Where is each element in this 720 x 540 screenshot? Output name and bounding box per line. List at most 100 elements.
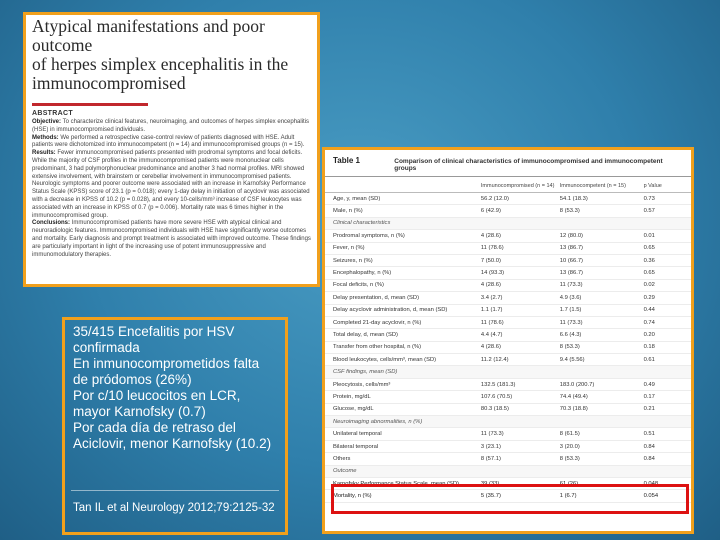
table-body: Age, y, mean (SD) 56.2 (12.0) 54.1 (18.3) 0… [325,193,691,503]
cell-immunocompromised: 107.6 (70.5) [480,393,513,400]
cell-characteristic: Outcome [333,468,357,475]
cell-characteristic: Delay acyclovir administration, d, mean … [333,307,448,314]
cell-characteristic: CSF findings, mean (SD) [333,369,398,376]
summary-line: de pródomos (26%) [73,372,192,387]
table-snapshot: Table 1 Comparison of clinical character… [322,147,694,534]
cell-immunocompetent: 74.4 (49.4) [559,393,588,400]
article-snapshot: Atypical manifestations and poor outcome… [23,12,320,287]
table-row: Encephalopathy, n (%) 14 (93.3) 13 (86.7) 0… [325,267,691,280]
cell-immunocompetent: 183.0 (200.7) [559,381,595,388]
cell-p-value: 0.21 [643,406,655,413]
table-column-headers: Immunocompromised (n = 14) Immunocompete… [325,177,691,193]
cell-immunocompromised: 80.3 (18.5) [480,406,509,413]
title-divider [32,103,149,106]
cell-characteristic: Glucose, mg/dL [333,406,374,413]
cell-characteristic: Transfer from other hospital, n (%) [333,344,422,351]
abstract-body: Objective: To characterize clinical feat… [26,117,317,261]
table-row: Age, y, mean (SD) 56.2 (12.0) 54.1 (18.3) 0… [325,193,691,206]
table-row: Total delay, d, mean (SD) 4.4 (4.7) 6.6 (4… [325,329,691,342]
cell-immunocompetent: 10 (66.7) [559,257,583,264]
article-title: Atypical manifestations and poor outcome… [26,15,317,93]
cell-characteristic: Pleocytosis, cells/mm³ [333,381,391,388]
cell-p-value: 0.51 [643,431,655,438]
cell-immunocompromised: 11 (78.6) [480,245,504,252]
summary-line: En inmunocomprometidos falta [73,356,260,371]
cell-immunocompromised: 56.2 (12.0) [480,195,509,202]
cell-p-value: 0.44 [643,307,655,314]
cell-p-value: 0.65 [643,270,655,277]
cell-immunocompetent: 1 (6.7) [559,493,577,500]
article-title-line: of herpes simplex encephalitis in the [32,54,289,74]
column-header-immunocompetent: Immunocompetent (n = 15) [559,183,626,189]
abstract-text: Fewer immunocompromised patients present… [32,150,310,219]
table-row: Pleocytosis, cells/mm³ 132.5 (181.3) 183.0… [325,379,691,392]
table-section-row: Neuroimaging abnormalities, n (%) [325,416,691,429]
column-header-characteristic [333,183,481,189]
cell-p-value: 0.17 [643,393,655,400]
abstract-label: Results: [32,150,56,157]
cell-characteristic: Focal deficits, n (%) [333,282,384,289]
cell-characteristic: Others [333,455,351,462]
cell-p-value: 0.20 [643,331,655,338]
summary-line: Aciclovir, menor Karnofsky (10.2) [73,436,272,451]
cell-immunocompromised: 4 (28.6) [480,344,501,351]
cell-immunocompetent: 8 (53.3) [559,455,580,462]
abstract-section: Conclusions: Immunocompromised patients … [32,220,311,259]
cell-immunocompromised: 7 (50.0) [480,257,501,264]
summary-box: 35/415 Encefalitis por HSV confirmada En… [62,317,288,535]
table-row: Others 8 (57.1) 8 (53.3) 0.84 [325,453,691,466]
column-header-p-value: p Value [643,183,662,189]
summary-line: mayor Karnofsky (0.7) [73,404,206,419]
cell-characteristic: Clinical characteristics [333,220,391,227]
cell-characteristic: Encephalopathy, n (%) [333,270,392,277]
cell-immunocompetent: 61 (26) [559,480,579,487]
table-row: Blood leukocytes, cells/mm³, mean (SD) 11… [325,354,691,367]
cell-immunocompetent: 8 (53.3) [559,344,580,351]
abstract-label: Methods: [32,134,59,141]
cell-p-value: 0.18 [643,344,655,351]
cell-immunocompetent: 8 (61.5) [559,431,580,438]
cell-characteristic: Fever, n (%) [333,245,365,252]
cell-characteristic: Unilateral temporal [333,431,382,438]
cell-immunocompromised: 5 (35.7) [480,493,501,500]
cell-p-value: 0.84 [643,455,655,462]
cell-characteristic: Karnofsky Performance Status Scale, mean… [333,480,459,487]
cell-p-value: 0.61 [643,356,655,363]
cell-immunocompromised: 3.4 (2.7) [480,294,503,301]
table-header: Table 1 Comparison of clinical character… [325,150,691,177]
cell-characteristic: Completed 21-day acyclovir, n (%) [333,319,422,326]
cell-characteristic: Blood leukocytes, cells/mm³, mean (SD) [333,356,437,363]
abstract-text: Immunocompromised patients have more sev… [32,220,311,258]
cell-immunocompromised: 3 (23.1) [480,443,501,450]
column-header-immunocompromised: Immunocompromised (n = 14) [480,183,555,189]
cell-immunocompetent: 13 (86.7) [559,270,583,277]
cell-immunocompetent: 9.4 (5.56) [559,356,585,363]
cell-immunocompetent: 11 (73.3) [559,282,583,289]
table-row: Mortality, n (%) 5 (35.7) 1 (6.7) 0.054 [325,490,691,503]
cell-immunocompetent: 6.6 (4.3) [559,331,582,338]
table-row: Delay acyclovir administration, d, mean … [325,305,691,317]
abstract-label: Conclusions: [32,220,71,227]
summary-text: 35/415 Encefalitis por HSV confirmada En… [65,320,285,452]
cell-immunocompetent: 54.1 (18.3) [559,195,588,202]
summary-line: 35/415 Encefalitis por HSV [73,324,235,339]
cell-immunocompetent: 13 (86.7) [559,245,583,252]
cell-immunocompromised: 11 (73.3) [480,431,504,438]
table-row: Male, n (%) 6 (42.9) 8 (53.3) 0.57 [325,205,691,218]
cell-p-value: 0.054 [643,493,659,500]
cell-p-value: 0.57 [643,208,655,215]
cell-immunocompromised: 8 (57.1) [480,455,501,462]
cell-p-value: 0.84 [643,443,655,450]
cell-p-value: 0.36 [643,257,655,264]
citation-reference: Tan IL et al Neurology 2012;79:2125-32 [73,502,275,514]
summary-line: confirmada [73,340,140,355]
abstract-section: Methods: We performed a retrospective ca… [32,135,311,151]
cell-characteristic: Protein, mg/dL [333,393,371,400]
cell-immunocompromised: 11.2 (12.4) [480,356,509,363]
cell-characteristic: Neuroimaging abnormalities, n (%) [333,418,423,425]
table-number: Table 1 [333,156,360,165]
cell-immunocompromised: 1.1 (1.7) [480,307,503,314]
summary-line: Por c/10 leucocitos en LCR, [73,388,241,403]
cell-characteristic: Delay presentation, d, mean (SD) [333,294,420,301]
cell-p-value: 0.01 [643,232,655,239]
